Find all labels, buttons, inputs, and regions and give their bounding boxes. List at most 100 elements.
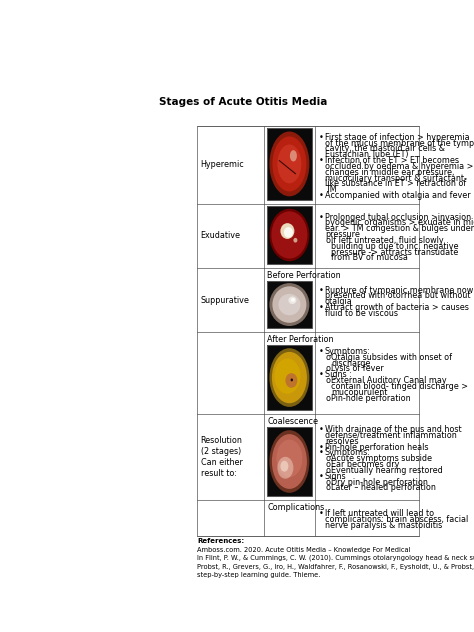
Ellipse shape	[291, 379, 293, 381]
Ellipse shape	[278, 294, 301, 315]
Text: o: o	[326, 353, 330, 362]
Text: o: o	[326, 365, 330, 374]
Text: After Perforation: After Perforation	[267, 335, 334, 344]
Text: •: •	[319, 212, 324, 222]
Text: mucopurulent: mucopurulent	[331, 388, 388, 397]
Text: Eventually hearing restored: Eventually hearing restored	[331, 466, 443, 475]
Text: fluid to be viscous: fluid to be viscous	[325, 309, 398, 318]
Text: •: •	[319, 509, 324, 518]
Text: •: •	[319, 442, 324, 451]
Text: Pin-hole perforation heals: Pin-hole perforation heals	[325, 442, 428, 451]
Text: Otalgia subsides with onset of: Otalgia subsides with onset of	[331, 353, 453, 362]
Ellipse shape	[269, 430, 310, 493]
Text: •: •	[319, 471, 324, 481]
Text: Stages of Acute Otitis Media: Stages of Acute Otitis Media	[159, 97, 327, 107]
Text: External Auditory Canal may: External Auditory Canal may	[331, 376, 447, 385]
Text: First stage of infection > hyperemia: First stage of infection > hyperemia	[325, 133, 469, 142]
Bar	[267, 128, 311, 200]
Bar	[267, 206, 311, 264]
Ellipse shape	[290, 150, 297, 162]
Text: o: o	[326, 454, 330, 463]
Text: ear. > TM congestion & bulges under: ear. > TM congestion & bulges under	[325, 224, 474, 233]
Bar	[267, 281, 311, 329]
Ellipse shape	[269, 209, 310, 261]
Text: Eustachian Tube (ET): Eustachian Tube (ET)	[325, 150, 408, 159]
Text: •: •	[319, 286, 324, 295]
Text: References:: References:	[197, 538, 244, 544]
Text: Suppurative: Suppurative	[201, 296, 249, 305]
Text: •: •	[319, 347, 324, 356]
Text: o: o	[326, 460, 330, 469]
Bar	[267, 427, 311, 496]
Text: Signs: Signs	[325, 471, 346, 481]
Text: Dry pin-hole perforation: Dry pin-hole perforation	[331, 478, 428, 487]
Text: •: •	[319, 303, 324, 312]
Bar	[267, 427, 311, 496]
Text: With drainage of the pus and host: With drainage of the pus and host	[325, 425, 462, 434]
Text: Infection of the ET > ET becomes: Infection of the ET > ET becomes	[325, 156, 459, 165]
Text: nerve paralysis & mastoiditis: nerve paralysis & mastoiditis	[325, 521, 442, 530]
Text: •: •	[319, 191, 324, 200]
Bar	[267, 281, 311, 329]
Text: •: •	[319, 425, 324, 434]
Ellipse shape	[269, 348, 310, 407]
Text: Attract growth of bacteria > causes: Attract growth of bacteria > causes	[325, 303, 469, 312]
Text: Exudative: Exudative	[201, 231, 241, 240]
Ellipse shape	[291, 298, 295, 301]
Text: of the mucus membrane of the tympanic: of the mucus membrane of the tympanic	[325, 138, 474, 148]
Bar	[267, 128, 311, 200]
Text: Symptoms:: Symptoms:	[325, 448, 371, 458]
Text: complications: brain abscess, facial: complications: brain abscess, facial	[325, 515, 468, 524]
Text: •: •	[319, 156, 324, 165]
Text: Rupture of tympanic membrane now: Rupture of tympanic membrane now	[325, 286, 473, 295]
Bar	[267, 206, 311, 264]
Ellipse shape	[272, 352, 307, 403]
Text: o: o	[326, 236, 330, 245]
Ellipse shape	[273, 286, 306, 323]
Text: Pin-hole perforation: Pin-hole perforation	[331, 394, 411, 403]
Text: Symptoms:: Symptoms:	[325, 347, 371, 356]
Text: Later – healed perforation: Later – healed perforation	[331, 483, 437, 492]
Ellipse shape	[288, 296, 296, 304]
Text: Lysis of fever: Lysis of fever	[331, 365, 384, 374]
Text: TM: TM	[325, 185, 337, 194]
Ellipse shape	[281, 461, 288, 471]
Text: Hyperemic: Hyperemic	[201, 161, 245, 169]
Ellipse shape	[273, 137, 306, 191]
Text: o: o	[326, 394, 330, 403]
Text: If left untreated, fluid slowly: If left untreated, fluid slowly	[331, 236, 444, 245]
Ellipse shape	[281, 223, 294, 239]
Text: •: •	[319, 448, 324, 458]
Ellipse shape	[272, 434, 307, 489]
Text: pyogenic organisms > exudate in middle: pyogenic organisms > exudate in middle	[325, 219, 474, 228]
Text: o: o	[326, 376, 330, 385]
Bar	[267, 345, 311, 410]
Bar	[267, 345, 311, 410]
Text: Amboss.com. 2020. Acute Otitis Media – Knowledge For Medical
In Flint, P. W., & : Amboss.com. 2020. Acute Otitis Media – K…	[197, 547, 474, 578]
Text: o: o	[326, 483, 330, 492]
Text: occluded by oedema & hyperemia >: occluded by oedema & hyperemia >	[325, 162, 473, 171]
Text: cavity, the mastoid air cells &: cavity, the mastoid air cells &	[325, 145, 445, 154]
Text: pressure -> attracts transudate: pressure -> attracts transudate	[331, 248, 459, 257]
Ellipse shape	[285, 373, 297, 388]
Text: Acute symptoms subside: Acute symptoms subside	[331, 454, 432, 463]
Text: Before Perforation: Before Perforation	[267, 271, 341, 280]
Ellipse shape	[272, 211, 308, 258]
Bar	[197, 126, 419, 536]
Text: pressure: pressure	[325, 230, 360, 239]
Text: Signs :: Signs :	[325, 370, 352, 379]
Text: Resolution
(2 stages)
Can either
result to:: Resolution (2 stages) Can either result …	[201, 436, 243, 478]
Ellipse shape	[276, 440, 302, 477]
Text: Complications: Complications	[267, 503, 324, 512]
Text: otalgia: otalgia	[325, 297, 353, 307]
Text: discharge: discharge	[331, 358, 371, 368]
Text: o: o	[326, 466, 330, 475]
Text: mucociliary transport & surfactant-: mucociliary transport & surfactant-	[325, 174, 467, 183]
Text: changes in middle ear pressure,: changes in middle ear pressure,	[325, 168, 454, 177]
Text: building up due to inc. negative: building up due to inc. negative	[331, 242, 459, 251]
Ellipse shape	[293, 238, 297, 243]
Text: resolves: resolves	[325, 437, 358, 446]
Text: •: •	[319, 370, 324, 379]
Text: If left untreated will lead to: If left untreated will lead to	[325, 509, 434, 518]
Ellipse shape	[274, 358, 301, 394]
